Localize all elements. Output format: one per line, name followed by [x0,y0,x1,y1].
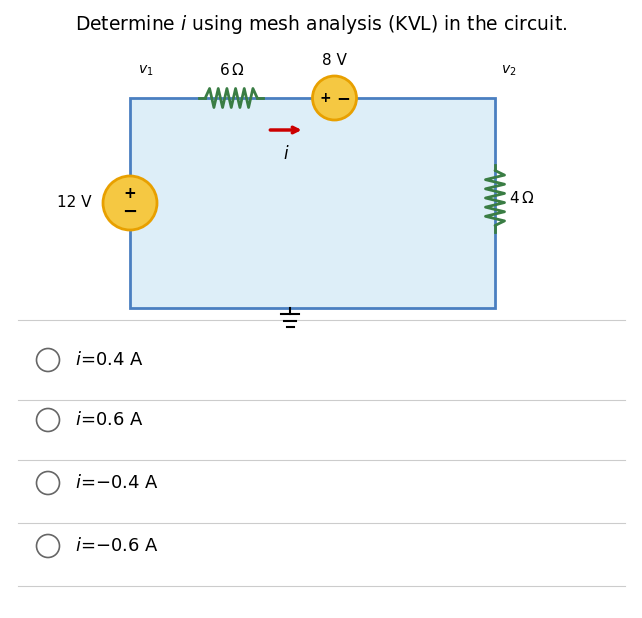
Circle shape [103,176,157,230]
Text: $v_1$: $v_1$ [138,64,153,78]
Text: $6\,\Omega$: $6\,\Omega$ [218,62,244,78]
Circle shape [37,472,60,494]
Text: $i$=0.4 A: $i$=0.4 A [75,351,144,369]
Text: −: − [123,203,137,221]
Circle shape [37,349,60,371]
Text: +: + [124,187,136,201]
Text: Determine $i$ using mesh analysis (KVL) in the circuit.: Determine $i$ using mesh analysis (KVL) … [75,13,567,36]
Bar [130,98,495,308]
Text: −: − [336,89,351,107]
Circle shape [313,76,356,120]
Circle shape [37,408,60,431]
Text: $v_2$: $v_2$ [501,64,516,78]
Text: $4\,\Omega$: $4\,\Omega$ [509,190,534,206]
Text: 8 V: 8 V [322,53,347,68]
Text: $i$: $i$ [282,145,290,163]
Text: $i$=0.6 A: $i$=0.6 A [75,411,144,429]
Text: $i$=−0.6 A: $i$=−0.6 A [75,537,159,555]
Circle shape [37,535,60,557]
Text: +: + [320,91,331,105]
Text: 12 V: 12 V [58,195,92,211]
Text: $i$=−0.4 A: $i$=−0.4 A [75,474,159,492]
